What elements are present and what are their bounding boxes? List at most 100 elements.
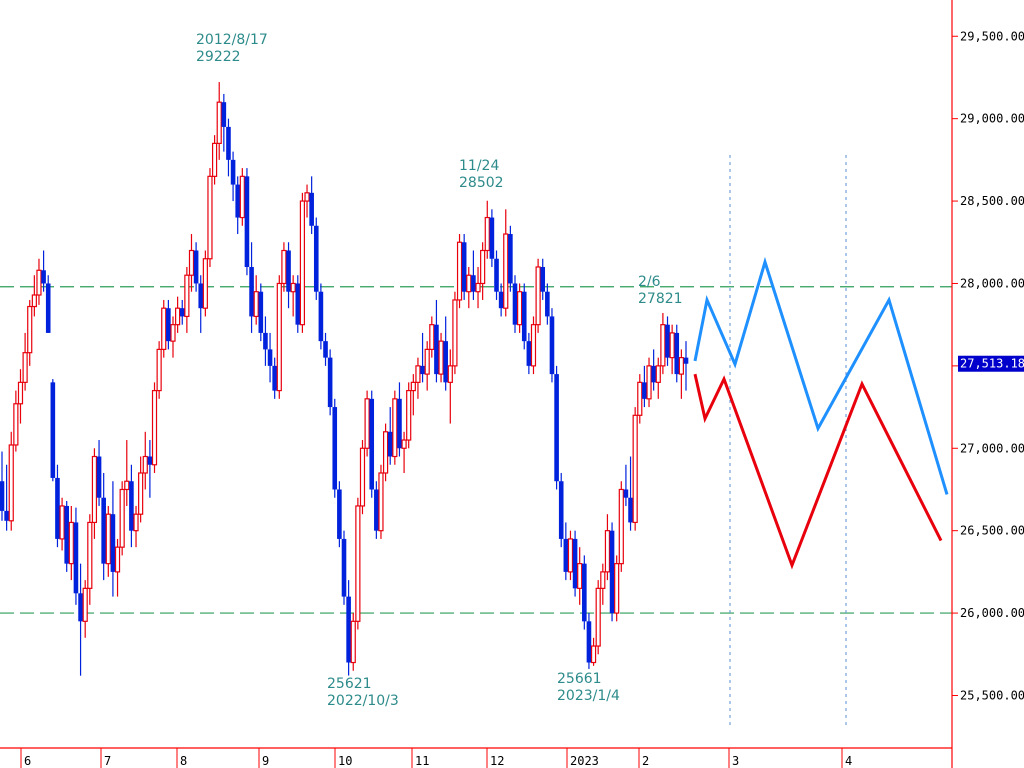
candle [471,250,476,300]
candle [295,275,301,333]
candle-body [45,283,51,333]
candle-body [327,357,333,408]
candle-body [323,341,328,358]
y-tick-label: 26,000.00 [960,606,1024,620]
candle-body [632,414,638,524]
candle-body [101,497,106,564]
candle [674,324,680,383]
candle [4,464,9,531]
candle-body [540,266,546,292]
y-tick-label: 28,500.00 [960,194,1024,208]
annotation-line: 2022/10/3 [327,693,399,709]
candle [378,464,384,539]
candle-body [378,472,384,532]
x-tick-label: 2023 [570,754,599,768]
annotation-line: 2023/1/4 [557,688,620,704]
candle-body [151,389,158,466]
candle [105,505,111,577]
candle-body [249,266,254,317]
candle [244,168,250,276]
candle-body [272,365,277,391]
candle-body [563,538,569,572]
x-tick-label: 10 [338,754,352,768]
candle-body [235,184,241,218]
y-axis: 25,500.00 26,000.00 26,500.00 27,000.00 27,5… [951,0,1024,768]
candle [184,266,190,333]
candle [166,299,171,350]
candle [590,637,597,666]
x-tick-label: 4 [845,754,852,768]
forecast-line [693,256,949,495]
candle-body [508,234,513,284]
y-tick-label: 27,000.00 [960,441,1024,455]
candle-body [332,407,338,490]
candle-body [554,374,559,482]
candle [226,118,231,177]
candle [304,184,310,218]
candle-body [230,159,236,185]
candle-body [198,283,204,309]
candle-body [535,266,541,326]
candle [526,332,532,375]
candle [392,390,398,465]
candle [484,200,490,259]
candle [540,258,546,300]
candle [420,332,425,383]
candle-body [299,200,306,326]
candle [22,332,28,391]
y-tick-label: 25,500.00 [960,688,1024,702]
candle [170,316,176,358]
candle [45,275,51,333]
x-tick-label: 6 [24,754,31,768]
candle [452,291,458,375]
x-tick-label: 2 [642,754,649,768]
candle-body [341,538,347,597]
y-tick-label: 29,000.00 [960,112,1024,126]
candle [494,250,499,300]
candle [424,341,430,391]
candle [239,168,245,226]
candle [683,341,689,391]
candle-body [466,274,472,293]
candle [221,93,227,152]
candle-body [82,587,88,622]
candle [549,308,555,383]
candle-body [239,175,245,219]
candle [341,530,347,605]
candle-body [683,357,689,364]
candle-body [290,282,296,293]
y-tick-label: 26,500.00 [960,524,1024,538]
candle-body [350,620,356,664]
candle [110,481,116,597]
candle [17,369,24,424]
candle [313,217,319,300]
candle [415,357,421,399]
candle-body [64,505,70,564]
candle-body [267,349,273,366]
candle [660,312,666,375]
candle-body [138,472,144,515]
candle-body [415,365,421,383]
candle-body [392,398,398,458]
annotation-line: 25621 [327,676,372,692]
candle-body [582,563,587,622]
candle [249,242,254,333]
candle-body [318,291,324,342]
candle-body [114,546,121,573]
candle [119,481,125,556]
candle [13,390,19,452]
candle [632,407,638,531]
annotation-line: 2012/8/17 [196,32,268,48]
candle [211,135,218,185]
candle-body [434,324,439,375]
candle-body [304,192,310,202]
candle-body [429,324,435,350]
candle-body [337,489,342,539]
x-tick-label: 8 [180,754,187,768]
candle-body [456,241,463,301]
candle-body [614,563,620,614]
candle [267,332,273,383]
candle [678,349,684,399]
candle-body [295,283,301,325]
candle-body [521,291,527,342]
